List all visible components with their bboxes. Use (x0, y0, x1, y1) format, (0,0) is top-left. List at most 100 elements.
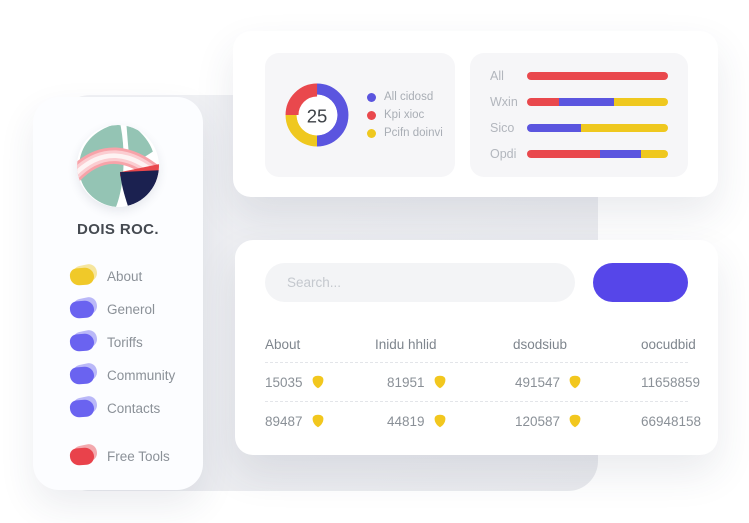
shield-icon (434, 414, 445, 428)
table-cell-value: 15035 (265, 374, 303, 390)
table-header-label: About (265, 336, 301, 352)
sidebar-item-generol[interactable]: Generol (69, 293, 203, 326)
community-blob-icon (69, 361, 99, 385)
bar-row-opdi: Opdi (490, 144, 668, 164)
table-body: 15035 81951 491547 11658859 89487 44819 120587… (265, 363, 701, 440)
shield-icon (312, 414, 323, 428)
bar-track (527, 72, 668, 80)
toriffs-blob-icon (69, 328, 99, 352)
table-header-oocudbid: oocudbid (641, 337, 696, 352)
legend-label: All cidosd (384, 91, 434, 103)
donut-hole (296, 94, 338, 136)
donut-legend: All cidosd Kpi xioc Pcifn doinvi (367, 85, 443, 145)
table-cell-value: 81951 (387, 374, 425, 390)
table-header-label: oocudbid (641, 336, 696, 352)
table-cell: 89487 (265, 414, 375, 429)
sidebar: DOIS ROC. About Generol Toriffs Community Co… (33, 97, 203, 490)
bar-label: Sico (490, 121, 515, 135)
bar-segment (580, 124, 668, 132)
table-cell-value: 491547 (515, 374, 561, 390)
shield-icon (569, 375, 581, 389)
sidebar-item-free-tools[interactable]: Free Tools (69, 440, 203, 473)
bars-panel: All Wxin Sico Opdi (470, 53, 688, 177)
bar-row-wxin: Wxin (490, 92, 668, 112)
sidebar-item-community[interactable]: Community (69, 359, 203, 392)
table-header-about: About (265, 337, 375, 352)
legend-dot-icon (367, 110, 376, 120)
bar-segment (614, 98, 668, 106)
table-row: 15035 81951 491547 11658859 (265, 363, 700, 402)
table-row: 89487 44819 120587 66948158 (265, 402, 701, 440)
donut-chart: 25 (285, 83, 349, 147)
sidebar-item-label: Community (107, 368, 176, 383)
generol-blob-icon (69, 295, 99, 319)
legend-label: Pcifn doinvi (384, 127, 443, 139)
logo-icon (77, 125, 159, 207)
bar-segment (527, 72, 668, 80)
shield-icon (312, 375, 323, 389)
legend-item-all-cidosd: All cidosd (367, 91, 443, 103)
legend-item-pcifn-doinvi: Pcifn doinvi (367, 127, 443, 139)
bar-label: All (490, 69, 504, 83)
bar-row-sico: Sico (490, 118, 668, 138)
about-blob-icon (69, 262, 99, 286)
bar-track (527, 124, 668, 132)
contacts-blob-icon (69, 394, 99, 418)
deco-rect-top-left (0, 0, 193, 57)
table-cell: 66948158 (641, 414, 710, 429)
data-table: About Inidu hhlid dsodsiub oocudbid 15035 81… (265, 326, 701, 440)
sidebar-item-label: Free Tools (107, 449, 170, 464)
primary-action-button[interactable] (593, 263, 688, 302)
table-header-label: dsodsiub (513, 336, 568, 352)
table-cell-value: 89487 (265, 413, 303, 429)
bar-label: Wxin (490, 95, 518, 109)
legend-label: Kpi xioc (384, 109, 425, 121)
table-cell: 11658859 (641, 375, 709, 390)
bar-segment (527, 98, 560, 106)
shield-icon (569, 414, 581, 428)
bar-segment (527, 124, 581, 132)
sidebar-item-label: Contacts (107, 401, 161, 416)
charts-card: 25 All cidosd Kpi xioc Pcifn doinvi All Wxi… (233, 31, 718, 197)
sidebar-item-contacts[interactable]: Contacts (69, 392, 203, 425)
sidebar-item-toriffs[interactable]: Toriffs (69, 326, 203, 359)
bar-row-all: All (490, 66, 668, 86)
sidebar-item-label: About (107, 269, 143, 284)
donut-panel: 25 All cidosd Kpi xioc Pcifn doinvi (265, 53, 455, 177)
sidebar-item-about[interactable]: About (69, 260, 203, 293)
shield-icon (434, 375, 445, 389)
bar-track (527, 98, 668, 106)
sidebar-item-label: Toriffs (107, 335, 143, 350)
table-cell-value: 66948158 (641, 413, 702, 429)
table-cell: 491547 (513, 375, 641, 390)
sidebar-menu: About Generol Toriffs Community Contacts Free… (33, 260, 203, 473)
deco-rect-bottom-right (640, 498, 749, 523)
table-header-label: Inidu hhlid (375, 336, 437, 352)
table-cell: 81951 (375, 375, 513, 390)
search-input[interactable] (265, 263, 575, 302)
donut-segment-kpi-xioc (285, 83, 349, 147)
donut-value: 25 (307, 105, 328, 126)
table-cell: 120587 (513, 414, 641, 429)
bar-segment (559, 98, 615, 106)
logo (77, 125, 159, 207)
table-cell-value: 120587 (515, 413, 561, 429)
table-header-inidu-hhlid: Inidu hhlid (375, 337, 513, 352)
table-cell: 15035 (265, 375, 375, 390)
sidebar-item-label: Generol (107, 302, 156, 317)
bar-segment (641, 150, 668, 158)
donut-arcs-over (285, 83, 349, 147)
table-cell-value: 11658859 (641, 374, 701, 390)
table-header-row: About Inidu hhlid dsodsiub oocudbid (265, 326, 696, 363)
legend-item-kpi-xioc: Kpi xioc (367, 109, 443, 121)
bar-track (527, 150, 668, 158)
table-card: About Inidu hhlid dsodsiub oocudbid 15035 81… (235, 240, 718, 455)
table-cell: 44819 (375, 414, 513, 429)
table-cell-value: 44819 (387, 413, 425, 429)
legend-dot-icon (367, 92, 376, 102)
bar-segment (527, 150, 601, 158)
table-header-dsodsiub: dsodsiub (513, 337, 641, 352)
brand-title: DOIS ROC. (77, 221, 159, 238)
bar-segment (600, 150, 642, 158)
